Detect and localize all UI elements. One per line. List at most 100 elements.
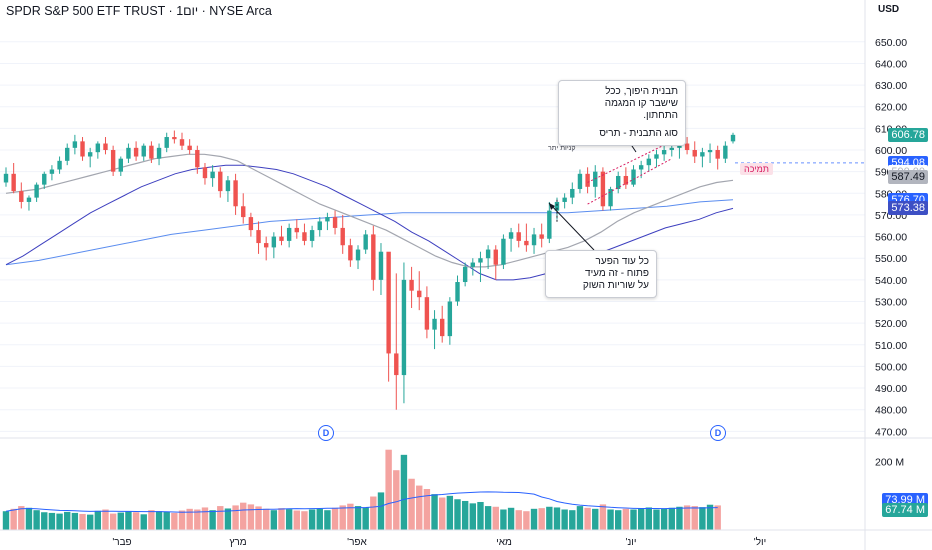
volume-bar [10, 508, 17, 530]
dividend-marker[interactable]: D [710, 425, 726, 441]
volume-bar [683, 505, 691, 530]
pattern-note-line: תבנית היפוך, ככל [605, 86, 678, 97]
volume-ma-line [5, 491, 718, 513]
chart-title: SPDR S&P 500 ETF TRUST · 1יום · NYSE Arc… [6, 4, 272, 18]
volume-bar [354, 506, 362, 530]
candle-body [501, 238, 506, 265]
candle-body [340, 227, 345, 246]
volume-bar [576, 506, 584, 530]
candle-body [562, 197, 567, 202]
candle-body [608, 188, 613, 207]
volume-bar [500, 509, 507, 530]
candle-body [623, 175, 629, 185]
y-tick-label: 490.00 [875, 383, 907, 395]
candle-body [87, 152, 93, 157]
dividend-marker[interactable]: D [318, 425, 334, 441]
y-tick-label: 550.00 [875, 253, 907, 265]
candle-body [126, 147, 131, 159]
candle-body [424, 297, 430, 330]
candle-body [302, 232, 307, 241]
candle-body [332, 217, 338, 228]
volume-tick-label: 200 M [875, 457, 904, 469]
volume-bar [33, 510, 40, 530]
candle-body [516, 232, 521, 241]
volume-bar [362, 507, 369, 530]
y-tick-label: 500.00 [875, 361, 907, 373]
volume-bar [408, 478, 415, 530]
candle-body [470, 262, 476, 267]
candle-body [110, 150, 116, 172]
volume-bar [86, 514, 94, 530]
candle-body [57, 160, 62, 170]
volume-bar [461, 500, 469, 530]
volume-bar [446, 495, 454, 530]
candle-body [386, 251, 391, 354]
volume-bar [668, 507, 675, 530]
candle-body [26, 197, 32, 202]
candlesticks [3, 130, 736, 410]
price-tag: 573.38 [888, 200, 928, 215]
candle-body [355, 249, 361, 261]
volume-bar [308, 509, 316, 530]
volume-bar [637, 508, 645, 530]
volume-bar [523, 511, 530, 530]
candle-body [547, 210, 552, 239]
volume-bar [293, 510, 300, 530]
y-tick-label: 540.00 [875, 275, 907, 287]
volume-bar [714, 505, 721, 530]
candle-body [409, 279, 414, 291]
gap-note[interactable]: כל עוד הפער פתוח - זה מעיד על שוריות השו… [545, 250, 657, 298]
candle-body [462, 266, 468, 283]
volume-bar [278, 508, 285, 530]
volume-bar [148, 510, 155, 530]
candle-body [715, 150, 720, 159]
candle-body [638, 165, 644, 170]
ma-blue-line [5, 199, 734, 266]
volume-bar [117, 512, 124, 530]
candle-body [248, 217, 254, 231]
candle-body [317, 221, 322, 231]
candle-body [279, 236, 284, 241]
gap-note-line: על שוריות השוק [582, 280, 649, 291]
candle-body [730, 134, 736, 142]
volume-bar [94, 510, 102, 530]
candle-body [141, 145, 146, 157]
volume-bar [370, 496, 377, 530]
volume-bar [584, 507, 591, 530]
volume-bar [79, 513, 86, 530]
volume-bar [607, 509, 614, 530]
candle-body [631, 169, 636, 185]
candle-body [80, 141, 85, 157]
volume-bar [484, 506, 492, 530]
volume-bar [653, 509, 660, 530]
candle-body [218, 171, 223, 192]
candle-body [447, 301, 453, 337]
volume-bar [377, 492, 385, 530]
pattern-note-line: סוג התבנית - תריס [599, 128, 678, 139]
candle-body [524, 240, 529, 246]
y-tick-label: 560.00 [875, 232, 907, 244]
volume-bar [615, 510, 622, 530]
candle-body [554, 201, 560, 211]
chart-grid [0, 41, 865, 432]
x-tick-label: מאי [496, 537, 512, 548]
candle-body [187, 145, 192, 151]
pattern-note[interactable]: תבנית היפוך, ככל שישבר קו המגמה התחתון. … [558, 80, 686, 146]
candle-body [394, 353, 399, 376]
volume-bar [163, 511, 170, 530]
volume-bar [64, 511, 71, 530]
pattern-note-line: שישבר קו המגמה [604, 98, 678, 109]
candle-body [654, 154, 659, 159]
volume-bar [507, 507, 515, 530]
candle-body [263, 243, 269, 248]
volume-bar [439, 497, 446, 530]
volume-bar [301, 511, 308, 530]
candle-body [118, 158, 123, 172]
volume-bar [347, 503, 354, 530]
candle-body [539, 234, 544, 239]
volume-bar [569, 510, 576, 530]
volume-bar [102, 509, 109, 530]
volume-bar [270, 510, 278, 530]
